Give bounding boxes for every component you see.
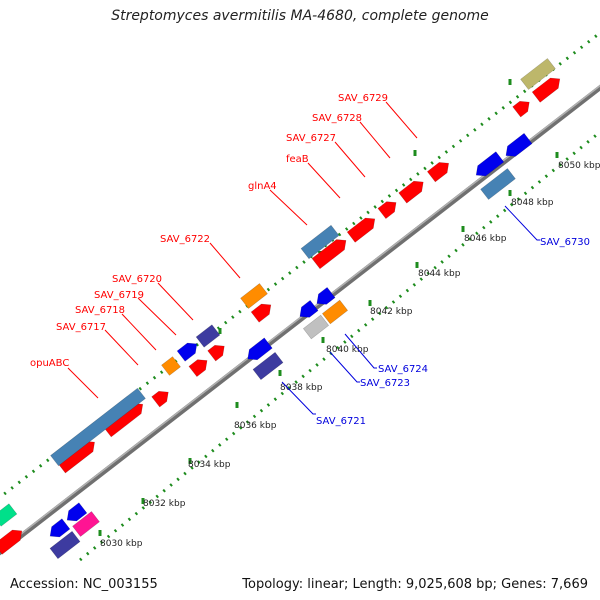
gene-arrow[interactable] [311,235,350,270]
ruler-label: 8042 kbp [370,307,413,317]
gene-label-sav6724[interactable]: SAV_6724 [378,364,428,375]
gene-arrow-rev[interactable] [244,337,273,364]
ruler-label: 8046 kbp [464,234,507,244]
gene-label-sav6719[interactable]: SAV_6719 [94,290,144,301]
gene-arrow[interactable] [512,97,534,118]
gene-label-glna4[interactable]: glnA4 [248,181,277,192]
ruler-label: 8032 kbp [143,499,186,509]
reverse-label-leaders [281,205,540,415]
gene-arrow[interactable] [151,387,173,408]
gene-label-sav6722[interactable]: SAV_6722 [160,234,210,245]
gene-label-sav6720[interactable]: SAV_6720 [112,274,162,285]
gene-box[interactable] [161,356,181,376]
gene-label-feab[interactable]: feaB [286,154,309,165]
ruler-label: 8034 kbp [188,460,231,470]
gene-label-sav6727[interactable]: SAV_6727 [286,133,336,144]
gene-label-sav6717[interactable]: SAV_6717 [56,322,106,333]
ruler-label: 8030 kbp [100,539,143,549]
gene-arrow-rev[interactable] [502,132,533,160]
genome-summary-text: Topology: linear; Length: 9,025,608 bp; … [242,577,588,592]
forward-label-leaders [67,101,418,399]
ruler-ticks [98,152,559,536]
reverse-gene-labels: SAV_6721 SAV_6723 SAV_6724 SAV_6730 [316,237,590,427]
ruler-label: 8036 kbp [234,421,277,431]
gene-arrow[interactable] [176,339,201,362]
gene-arrow[interactable] [207,341,229,362]
gene-arrow[interactable] [398,177,428,204]
gene-arrow[interactable] [250,300,275,323]
gene-label-sav6730[interactable]: SAV_6730 [540,237,590,248]
gene-arrow[interactable] [0,526,26,555]
ruler-label: 8050 kbp [558,161,600,171]
accession-text: Accession: NC_003155 [10,577,158,592]
gene-arrow[interactable] [377,197,400,219]
gene-box[interactable] [520,58,556,90]
gene-label-sav6718[interactable]: SAV_6718 [75,305,125,316]
forward-gene-labels: opuABC SAV_6717 SAV_6718 SAV_6719 SAV_67… [30,93,388,369]
ruler-label: 8048 kbp [511,198,554,208]
gene-arrow-rev[interactable] [296,300,319,321]
gene-box[interactable] [0,503,18,527]
gene-box[interactable] [252,351,284,381]
ruler-label: 8044 kbp [418,269,461,279]
gene-arrow-rev[interactable] [46,518,71,542]
gene-box[interactable] [321,299,349,325]
gene-box[interactable] [300,224,340,260]
ruler-label: 8040 kbp [326,345,369,355]
gene-arrow[interactable] [426,158,452,183]
gene-arrow-rev[interactable] [472,151,505,181]
gene-label-sav6723[interactable]: SAV_6723 [360,378,410,389]
gene-arrow[interactable] [188,355,211,377]
gene-arrow-rev[interactable] [313,287,336,308]
gene-box[interactable] [480,168,516,200]
gene-box[interactable] [240,283,268,309]
ruler-label: 8038 kbp [280,383,323,393]
gene-arrow[interactable] [346,214,379,243]
ruler-labels: 8030 kbp 8032 kbp 8034 kbp 8036 kbp 8038… [100,161,600,549]
gene-box[interactable] [50,387,146,467]
genome-backbone [0,84,600,556]
gene-box[interactable] [302,314,330,340]
gene-features [0,58,564,560]
gene-box[interactable] [49,530,81,560]
gene-arrow-rev[interactable] [63,502,88,526]
gene-box[interactable] [72,511,100,537]
gene-label-sav6728[interactable]: SAV_6728 [312,113,362,124]
genome-backbone-highlight [0,84,600,552]
gene-label-sav6729[interactable]: SAV_6729 [338,93,388,104]
gene-arrow[interactable] [531,74,564,103]
map-title: Streptomyces avermitilis MA-4680, comple… [111,8,489,24]
gene-label-opuabc[interactable]: opuABC [30,358,69,369]
gene-label-sav6721[interactable]: SAV_6721 [316,416,366,427]
gene-box[interactable] [195,324,221,348]
